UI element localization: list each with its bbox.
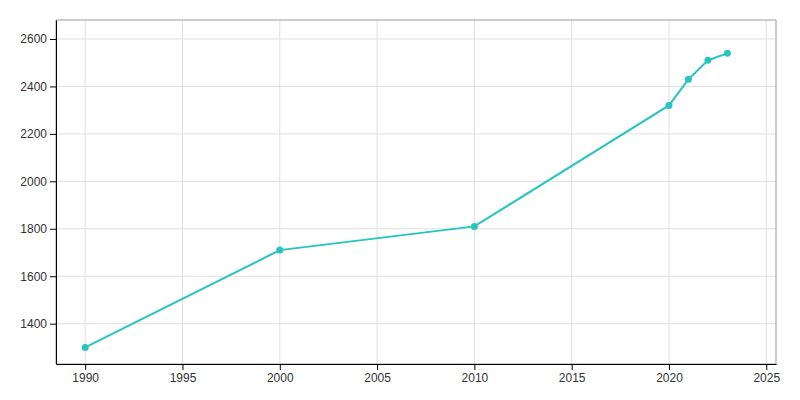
y-axis-tick-label: 2200 bbox=[20, 127, 47, 141]
grid-line-y bbox=[56, 133, 776, 134]
x-axis-tick-mark bbox=[280, 364, 281, 370]
series bbox=[82, 50, 731, 351]
y-axis-tick-mark bbox=[50, 181, 56, 182]
point bbox=[704, 57, 711, 64]
x-axis-tick-label: 1995 bbox=[170, 371, 197, 385]
point bbox=[665, 102, 672, 109]
y-axis: 1400 1600 1800 2000 2200 2400 2600 bbox=[20, 21, 56, 365]
y-axis-tick: 1600 bbox=[20, 270, 56, 284]
x-axis-tick-mark bbox=[85, 364, 86, 370]
grid-line-x bbox=[182, 20, 183, 364]
y-axis-tick-mark bbox=[50, 86, 56, 87]
chart-container: 1990 1995 2000 2005 2010 2015 2020 2025 1400 1600… bbox=[0, 0, 800, 400]
y-axis-tick-mark bbox=[50, 39, 56, 40]
x-axis-tick-label: 1990 bbox=[72, 371, 99, 385]
x-axis-tick-label: 2020 bbox=[656, 371, 683, 385]
x-axis-tick: 2025 bbox=[753, 364, 780, 385]
x-axis-tick-mark bbox=[572, 364, 573, 370]
point bbox=[685, 76, 692, 83]
y-axis-tick: 2200 bbox=[20, 127, 56, 141]
y-axis-tick-label: 1600 bbox=[20, 270, 47, 284]
y-axis-tick-label: 2400 bbox=[20, 80, 47, 94]
x-axis-tick: 1990 bbox=[72, 364, 99, 385]
x-axis-tick: 1995 bbox=[170, 364, 197, 385]
y-axis-tick: 2000 bbox=[20, 175, 56, 189]
x-axis-tick: 2005 bbox=[364, 364, 391, 385]
x-axis-tick-mark bbox=[766, 364, 767, 370]
grid-line-y bbox=[56, 86, 776, 87]
x-axis-tick-label: 2025 bbox=[753, 371, 780, 385]
y-axis-tick-label: 1400 bbox=[20, 317, 47, 331]
point bbox=[82, 344, 89, 351]
y-axis-tick-mark bbox=[50, 134, 56, 135]
x-axis-tick-label: 2005 bbox=[364, 371, 391, 385]
y-axis-tick-mark bbox=[50, 276, 56, 277]
y-axis-tick-label: 2600 bbox=[20, 32, 47, 46]
y-axis-tick: 1800 bbox=[20, 222, 56, 236]
y-axis-tick-label: 1800 bbox=[20, 222, 47, 236]
y-axis-tick-mark bbox=[50, 324, 56, 325]
x-axis-tick-mark bbox=[669, 364, 670, 370]
y-axis-tick-label: 2000 bbox=[20, 175, 47, 189]
x-axis-tick-mark bbox=[474, 364, 475, 370]
y-axis-tick: 2600 bbox=[20, 32, 56, 46]
grid-line-x bbox=[571, 20, 572, 364]
chart-svg: 1990 1995 2000 2005 2010 2015 2020 2025 1400 1600… bbox=[0, 0, 800, 400]
y-axis-tick: 1400 bbox=[20, 317, 56, 331]
grid-line-x bbox=[279, 20, 280, 364]
grid-line-x bbox=[377, 20, 378, 364]
point bbox=[724, 50, 731, 57]
x-axis-tick: 2015 bbox=[559, 364, 586, 385]
x-axis-tick-mark bbox=[182, 364, 183, 370]
x-axis-tick-label: 2000 bbox=[267, 371, 294, 385]
line bbox=[85, 53, 727, 347]
plot: 1990 1995 2000 2005 2010 2015 2020 2025 1400 1600… bbox=[20, 20, 780, 385]
x-axis-tick-label: 2010 bbox=[462, 371, 489, 385]
x-axis-tick: 2010 bbox=[462, 364, 489, 385]
point bbox=[471, 223, 478, 230]
grid-line-x bbox=[766, 20, 767, 364]
grid-line-y bbox=[56, 181, 776, 182]
y-axis-tick: 2400 bbox=[20, 80, 56, 94]
plot-frame bbox=[56, 20, 776, 364]
grid-line-y bbox=[56, 323, 776, 324]
x-axis-line bbox=[57, 364, 777, 365]
x-axis: 1990 1995 2000 2005 2010 2015 2020 2025 bbox=[57, 364, 781, 385]
x-axis-tick-label: 2015 bbox=[559, 371, 586, 385]
x-axis-tick: 2000 bbox=[267, 364, 294, 385]
x-axis-tick: 2020 bbox=[656, 364, 683, 385]
x-axis-tick-mark bbox=[377, 364, 378, 370]
y-axis-tick-mark bbox=[50, 229, 56, 230]
grid-line-y bbox=[56, 38, 776, 39]
grid-line-y bbox=[56, 228, 776, 229]
grid-line-x bbox=[474, 20, 475, 364]
grid-line-x bbox=[85, 20, 86, 364]
point bbox=[276, 247, 283, 254]
grid-line-y bbox=[56, 276, 776, 277]
grid-line-x bbox=[668, 20, 669, 364]
y-axis-line bbox=[56, 21, 57, 365]
grid bbox=[56, 20, 776, 364]
